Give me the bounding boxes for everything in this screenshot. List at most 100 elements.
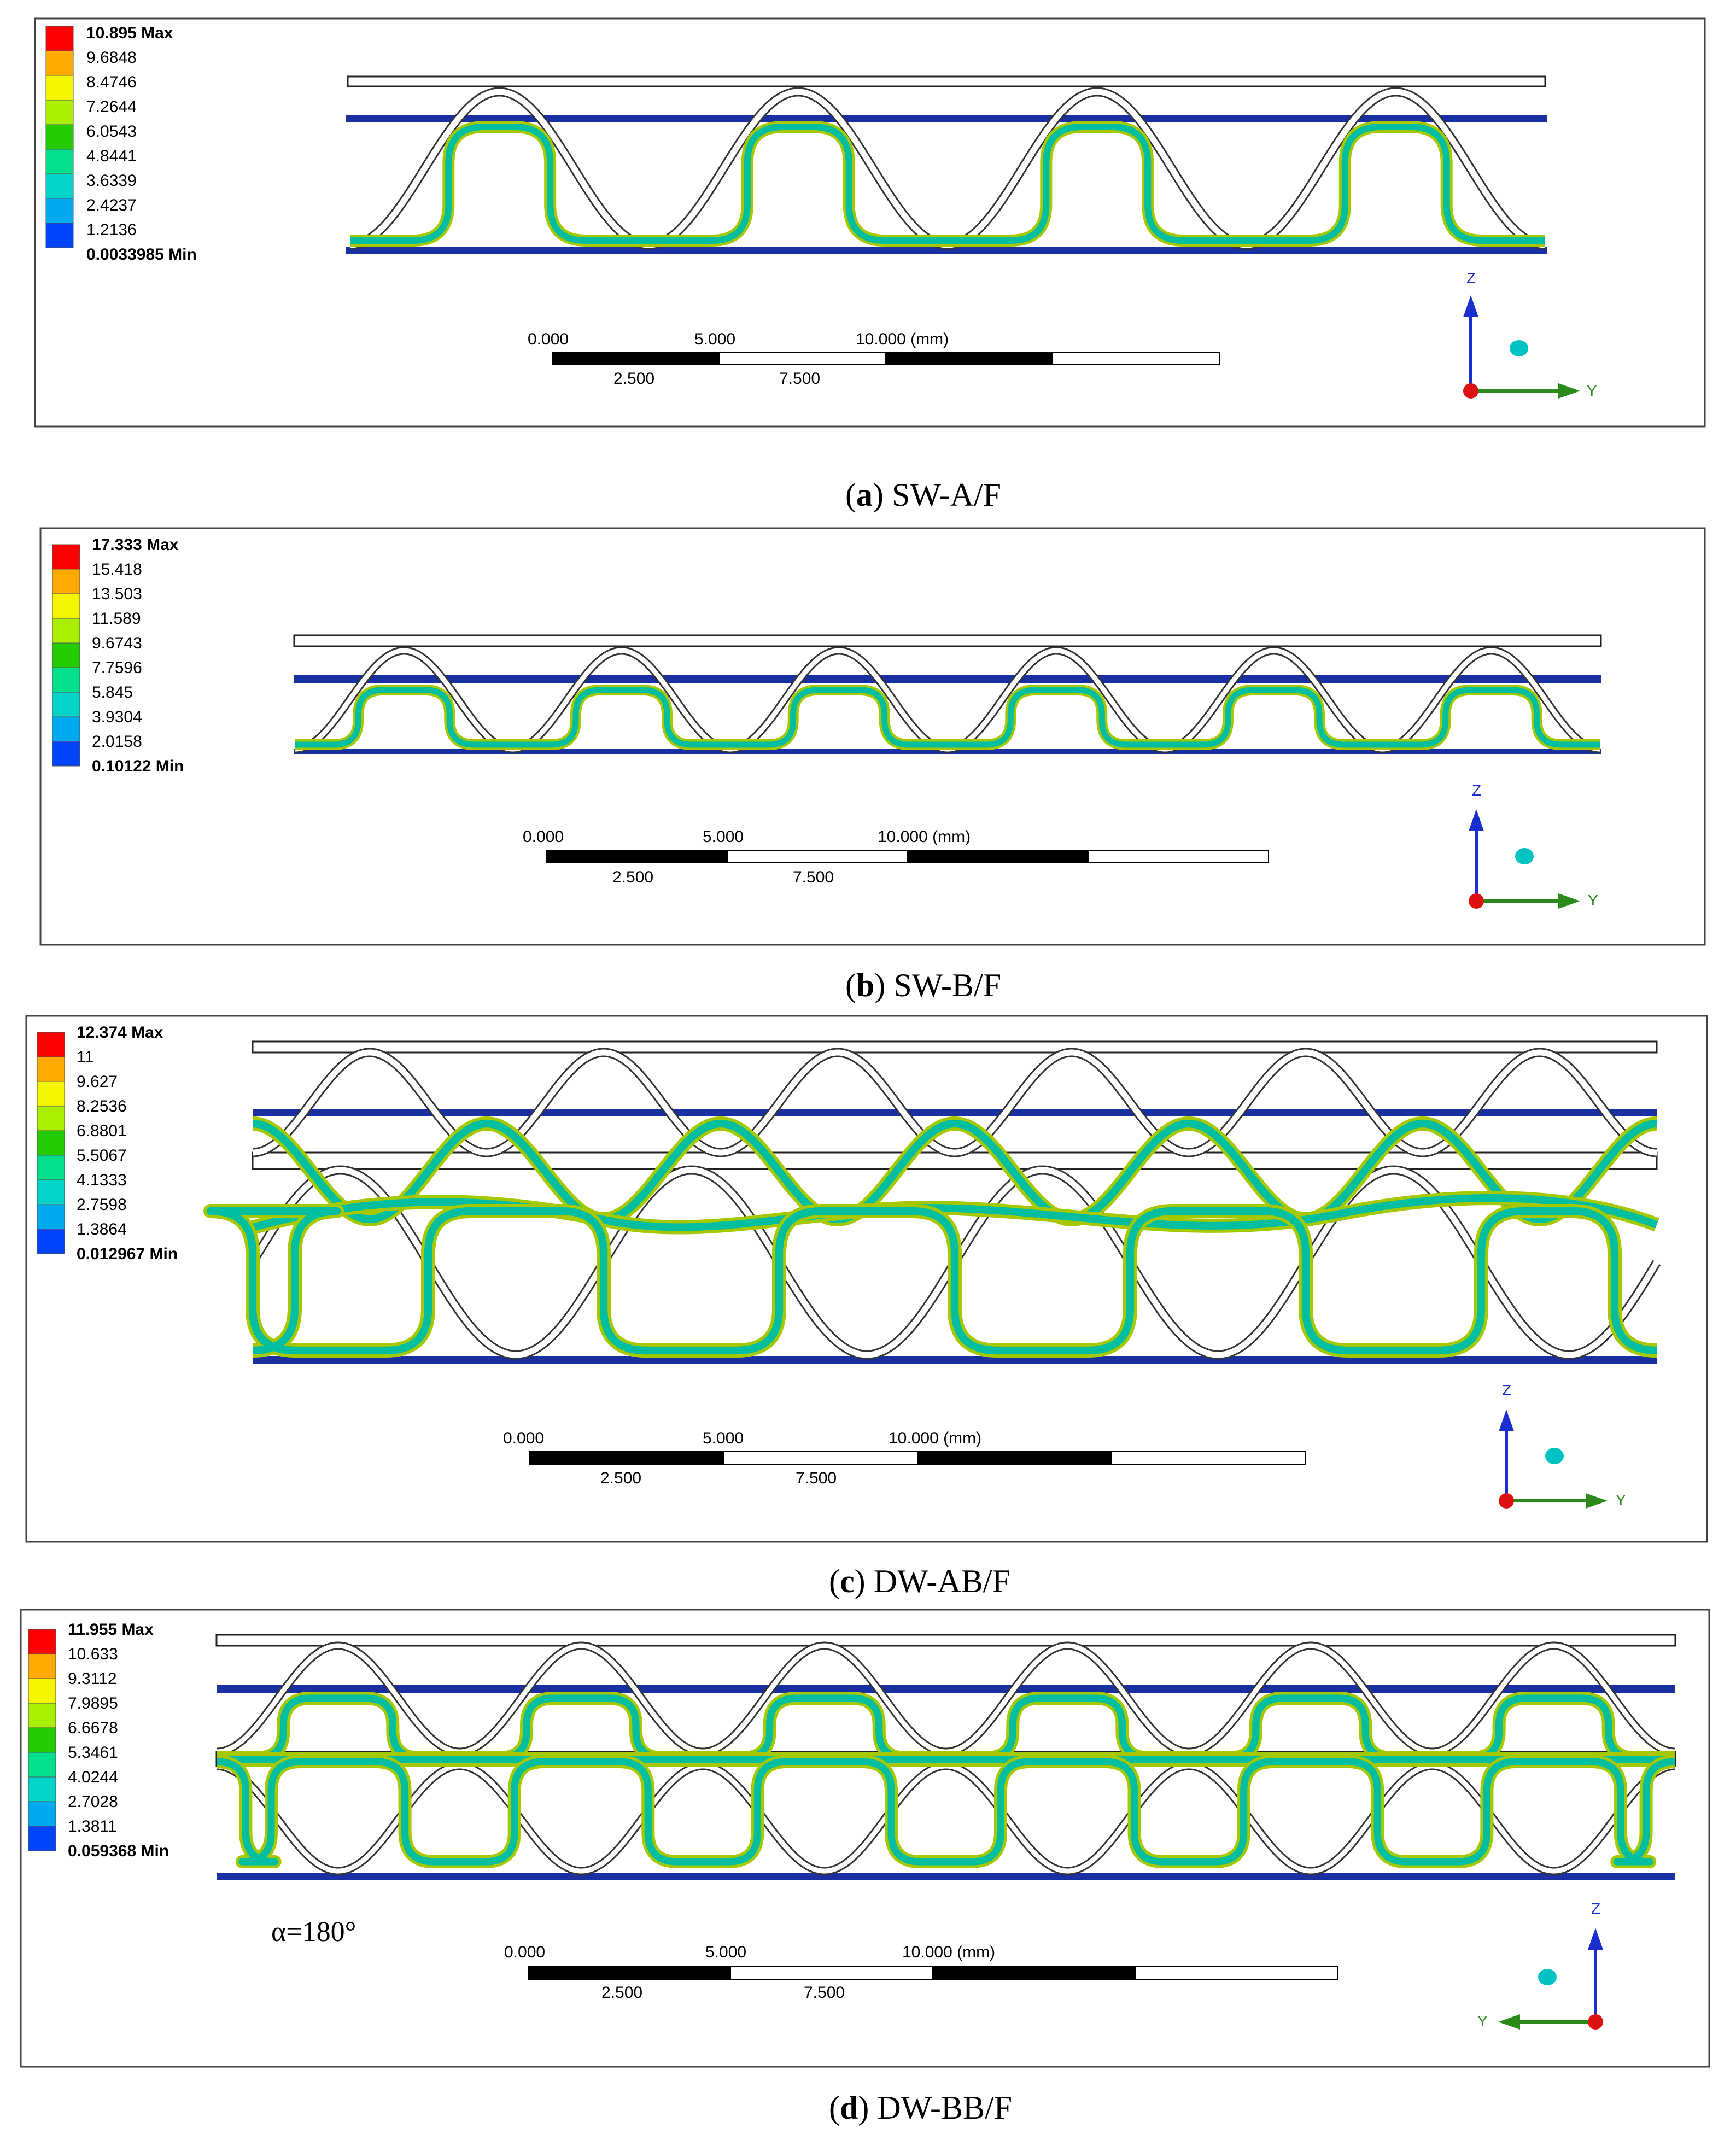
- panel-b-legend-label-9: 0.10122 Min: [92, 757, 184, 775]
- panel-d-axis-z-label: Z: [1591, 1900, 1600, 1917]
- legend-swatch: [37, 1106, 65, 1131]
- panel-d-legend-label-7: 2.7028: [68, 1793, 118, 1811]
- panel-a-legend-label-4: 6.0543: [86, 122, 137, 141]
- legend-swatch: [37, 1205, 65, 1229]
- legend-swatch: [46, 223, 73, 248]
- panel-b-frame: [40, 528, 1705, 945]
- panel-d-legend-label-5: 5.3461: [68, 1744, 118, 1762]
- legend-swatch: [28, 1777, 56, 1802]
- legend-swatch: [52, 692, 80, 717]
- panel-b-legend-label-5: 7.7596: [92, 659, 142, 677]
- legend-swatch: [46, 75, 73, 100]
- panel-a-axis-y-label: Y: [1587, 382, 1597, 399]
- panel-a-blue-plate: [346, 115, 1547, 122]
- panel-b-legend-label-7: 3.9304: [92, 708, 142, 726]
- legend-swatch: [28, 1728, 56, 1752]
- fea-figure: 10.895 Max 9.6848 8.4746 7.2644 6.0543 4…: [0, 0, 1736, 2134]
- panel-d: 11.955 Max 10.633 9.3112 7.9895 6.6678 5…: [21, 1610, 1709, 2126]
- legend-swatch: [52, 594, 80, 618]
- panel-c-legend-label-0: 12.374 Max: [77, 1024, 163, 1042]
- panel-b-scale-label-10: 10.000 (mm): [878, 828, 971, 846]
- panel-a-scale-seg-4: [1053, 353, 1219, 365]
- panel-c-scale-label-7-5: 7.500: [796, 1469, 837, 1487]
- panel-b-scale-label-7-5: 7.500: [793, 868, 834, 886]
- panel-a-axis-origin: [1463, 383, 1478, 399]
- panel-a-legend-label-3: 7.2644: [86, 98, 137, 116]
- legend-swatch: [37, 1155, 65, 1180]
- legend-swatch: [28, 1679, 56, 1703]
- panel-a-legend-label-0: 10.895 Max: [86, 24, 173, 42]
- panel-d-axis-dot: [1538, 1969, 1557, 1985]
- legend-swatch: [46, 174, 73, 198]
- panel-d-scale-label-2-5: 2.500: [601, 1984, 642, 2002]
- panel-a-axis-dot: [1510, 340, 1528, 356]
- panel-a-legend-swatches: [46, 26, 73, 248]
- panel-c-scale-seg-4: [1112, 1452, 1306, 1465]
- panel-c-legend-label-4: 6.8801: [77, 1122, 127, 1140]
- panel-b-scale-seg-2: [727, 851, 908, 863]
- panel-d-scale-seg-2: [730, 1966, 933, 1979]
- panel-c: 12.374 Max 11 9.627 8.2536 6.8801 5.5067…: [26, 1016, 1707, 1599]
- panel-b: 17.333 Max 15.418 13.503 11.589 9.6743 7…: [40, 528, 1705, 1003]
- panel-d-scale-seg-3: [933, 1966, 1135, 1979]
- panel-d-blue-plate: [217, 1685, 1675, 1693]
- panel-d-legend-label-1: 10.633: [68, 1645, 118, 1663]
- legend-swatch: [52, 717, 80, 741]
- panel-d-legend-label-2: 9.3112: [68, 1670, 117, 1688]
- legend-swatch: [46, 125, 73, 149]
- panel-a-axis-z-label: Z: [1466, 270, 1476, 287]
- panel-c-scale-seg-3: [917, 1452, 1112, 1465]
- panel-c-legend-label-7: 2.7598: [77, 1196, 127, 1214]
- panel-c-legend-label-8: 1.3864: [77, 1220, 127, 1238]
- panel-c-legend-label-6: 4.1333: [77, 1171, 127, 1189]
- legend-swatch: [37, 1229, 65, 1254]
- panel-a-caption: (a) SW-A/F: [845, 477, 1001, 513]
- legend-swatch: [46, 198, 73, 223]
- legend-swatch: [52, 618, 80, 643]
- legend-swatch: [28, 1654, 56, 1679]
- panel-a-scale-seg-2: [719, 353, 886, 365]
- legend-swatch: [46, 149, 73, 174]
- panel-c-axis-y-label: Y: [1616, 1492, 1626, 1509]
- panel-a-scale-label-7-5: 7.500: [779, 370, 820, 388]
- legend-swatch: [37, 1057, 65, 1081]
- panel-a-scale-seg-3: [886, 353, 1053, 365]
- panel-b-legend-label-6: 5.845: [92, 683, 133, 701]
- panel-d-legend-label-6: 4.0244: [68, 1768, 118, 1786]
- panel-b-scale-label-5: 5.000: [703, 828, 744, 846]
- panel-b-legend-label-1: 15.418: [92, 560, 142, 578]
- panel-d-scale-label-10: 10.000 (mm): [902, 1943, 995, 1961]
- panel-c-legend-label-3: 8.2536: [77, 1097, 127, 1115]
- panel-c-legend-label-5: 5.5067: [77, 1147, 127, 1165]
- panel-b-blue-plate: [294, 675, 1601, 683]
- panel-b-scale-label-0: 0.000: [523, 828, 564, 846]
- legend-swatch: [28, 1802, 56, 1826]
- legend-swatch: [52, 668, 80, 692]
- panel-b-scale-seg-3: [908, 851, 1088, 863]
- legend-swatch: [52, 545, 80, 569]
- panel-b-scale-seg-4: [1088, 851, 1269, 863]
- panel-c-axis-dot: [1545, 1448, 1564, 1464]
- panel-a: 10.895 Max 9.6848 8.4746 7.2644 6.0543 4…: [35, 19, 1705, 513]
- panel-a-legend-label-6: 3.6339: [86, 172, 137, 190]
- panel-a-scale-label-2-5: 2.500: [613, 370, 654, 388]
- panel-b-axis-origin: [1469, 893, 1484, 909]
- panel-d-caption: (d) DW-BB/F: [829, 2090, 1012, 2126]
- legend-swatch: [46, 51, 73, 75]
- legend-swatch: [52, 741, 80, 766]
- panel-a-legend-label-2: 8.4746: [86, 73, 137, 91]
- panel-c-caption: (c) DW-AB/F: [829, 1563, 1010, 1599]
- panel-d-legend-swatches: [28, 1629, 56, 1851]
- panel-c-legend-swatches: [37, 1032, 65, 1254]
- legend-swatch: [28, 1703, 56, 1728]
- panel-b-axis-z-label: Z: [1472, 782, 1481, 799]
- panel-b-scale-label-2-5: 2.500: [612, 868, 653, 886]
- legend-swatch: [46, 26, 73, 51]
- panel-d-scale-seg-1: [528, 1966, 730, 1979]
- panel-b-axis-dot: [1515, 848, 1534, 864]
- panel-d-scale-label-0: 0.000: [504, 1943, 545, 1961]
- panel-a-scale-label-10: 10.000 (mm): [856, 330, 949, 348]
- panel-a-legend-label-8: 1.2136: [86, 221, 137, 239]
- panel-b-legend-label-2: 13.503: [92, 585, 142, 603]
- panel-b-axis-y-label: Y: [1588, 892, 1598, 909]
